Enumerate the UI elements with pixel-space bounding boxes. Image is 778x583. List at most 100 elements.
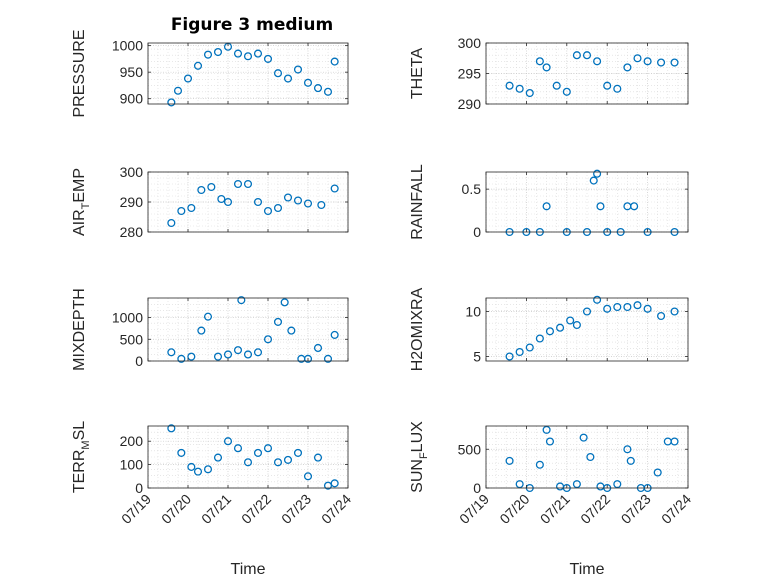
data-point: [167, 218, 176, 228]
y-tick-label: 500: [458, 441, 482, 457]
data-point: [203, 312, 213, 321]
data-point: [243, 350, 253, 359]
data-point: [187, 352, 196, 361]
data-point: [303, 78, 313, 87]
data-point: [545, 437, 555, 446]
subplot-1: 290 295 300 THETA: [409, 35, 689, 112]
axes-box: [485, 297, 689, 362]
data-point: [330, 330, 339, 339]
y-axis-label: H2OMIXRA: [409, 287, 426, 371]
data-point: [223, 437, 233, 446]
data-point: [552, 81, 561, 90]
data-point: [542, 63, 551, 72]
y-axis-label: MIXDEPTH: [71, 288, 88, 371]
axes-box: [147, 297, 349, 362]
data-point: [633, 54, 642, 63]
y-axis-label: SUNFLUX: [409, 421, 430, 493]
data-point: [253, 348, 263, 357]
data-point: [323, 354, 333, 363]
data-point: [623, 63, 632, 72]
data-point: [323, 87, 333, 96]
y-tick-label: 0: [135, 353, 143, 369]
y-tick-label: 290: [458, 96, 482, 112]
data-point: [183, 74, 193, 83]
data-point: [505, 456, 514, 465]
data-point: [203, 50, 213, 59]
data-point: [273, 69, 283, 78]
y-axis-label: TERRMSL: [71, 421, 92, 493]
y-tick-label: 0: [473, 224, 481, 240]
data-point: [535, 57, 544, 66]
data-point: [643, 304, 652, 313]
data-point: [535, 460, 544, 469]
data-point: [505, 352, 514, 361]
subplot-0: 900 950 1000 PRESSURE: [71, 29, 349, 118]
data-point: [542, 202, 551, 211]
data-point: [613, 480, 622, 489]
data-point: [283, 455, 293, 464]
data-point: [515, 347, 524, 357]
data-point: [582, 51, 592, 60]
data-point: [593, 57, 602, 66]
y-axis-label: PRESSURE: [71, 29, 88, 117]
data-point: [213, 47, 223, 57]
data-point: [263, 444, 273, 453]
data-point: [515, 84, 524, 93]
data-point: [263, 335, 273, 344]
data-point: [167, 98, 176, 107]
data-point: [603, 304, 612, 313]
data-point: [545, 327, 555, 336]
data-point: [167, 424, 176, 433]
axes-box: [147, 42, 349, 105]
data-point: [213, 453, 223, 462]
data-point: [317, 200, 326, 210]
data-point: [187, 462, 196, 471]
y-axis-label: AIRTEMP: [71, 168, 92, 236]
data-point: [313, 453, 323, 462]
data-point: [670, 437, 679, 446]
data-point: [330, 479, 339, 488]
data-point: [562, 87, 571, 96]
data-point: [263, 54, 273, 63]
data-point: [313, 84, 323, 93]
data-point: [596, 202, 605, 211]
data-point: [243, 52, 253, 61]
data-point: [203, 465, 213, 474]
y-tick-label: 1000: [112, 38, 143, 54]
data-point: [582, 307, 592, 316]
data-point: [233, 346, 243, 355]
data-point: [623, 302, 632, 312]
data-point: [556, 323, 565, 332]
data-point: [593, 295, 602, 304]
y-tick-label: 1000: [112, 310, 143, 326]
data-point: [187, 203, 196, 213]
y-tick-label: 900: [120, 91, 144, 107]
data-point: [217, 194, 226, 204]
data-point: [330, 184, 339, 193]
data-point: [243, 179, 253, 189]
data-point: [626, 456, 635, 465]
data-point: [593, 169, 602, 178]
data-point: [572, 51, 581, 60]
data-point: [670, 58, 679, 67]
data-point: [213, 352, 223, 361]
data-point: [177, 448, 186, 457]
data-point: [193, 61, 203, 70]
subplot-3: 0 0.5 RAINFALL: [409, 164, 689, 240]
y-tick-label: 200: [120, 433, 144, 449]
data-point: [273, 458, 283, 467]
data-point: [167, 348, 176, 357]
data-point: [303, 472, 313, 481]
data-point: [253, 49, 263, 58]
data-point: [586, 452, 595, 462]
data-point: [525, 343, 534, 352]
data-point: [207, 182, 216, 192]
data-point: [613, 302, 622, 312]
data-point: [223, 197, 233, 207]
y-tick-label: 0: [135, 480, 143, 496]
data-point: [603, 81, 612, 90]
data-point: [572, 480, 581, 489]
y-tick-label: 295: [458, 66, 482, 82]
